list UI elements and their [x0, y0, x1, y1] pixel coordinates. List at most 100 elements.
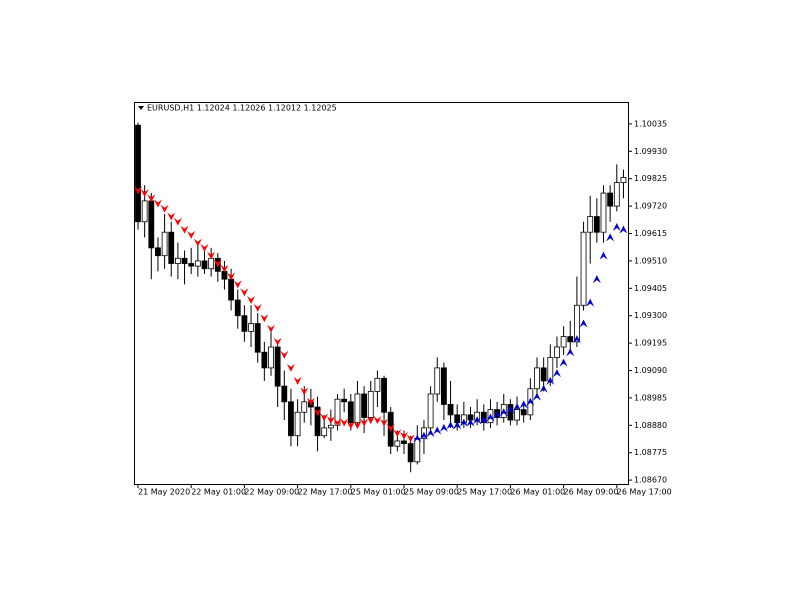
- signal-arrow: [559, 358, 568, 367]
- menu-triangle: [138, 106, 144, 110]
- signal-arrow: [220, 264, 229, 273]
- y-tick-label: 1.08775: [634, 448, 667, 457]
- signal-arrow: [173, 217, 182, 226]
- candle-body: [447, 404, 454, 416]
- candle-body: [414, 437, 421, 463]
- y-tick-label: 1.09825: [634, 174, 667, 183]
- y-tick-label: 1.08985: [634, 393, 667, 402]
- signal-arrow: [134, 186, 142, 195]
- candle-body: [540, 367, 547, 382]
- signal-arrow: [227, 272, 236, 281]
- signal-arrow: [566, 348, 575, 357]
- candle-body: [361, 393, 368, 418]
- signal-arrow: [273, 337, 282, 346]
- candle-body: [620, 177, 627, 184]
- x-tick-label: 25 May 01:00: [351, 488, 406, 497]
- y-tick-label: 1.09195: [634, 339, 667, 348]
- x-tick-label: 25 May 17:00: [457, 488, 512, 497]
- candle-body: [141, 200, 148, 223]
- signal-arrow: [533, 392, 541, 401]
- signal-arrow: [200, 243, 209, 252]
- y-tick-label: 1.10035: [634, 119, 667, 128]
- signal-arrow: [479, 416, 488, 425]
- y-tick-label: 1.09510: [634, 256, 667, 265]
- candle-body: [228, 278, 235, 301]
- signal-arrow: [459, 418, 468, 427]
- x-tick-label: 21 May 2020: [138, 488, 190, 497]
- candle-body: [148, 200, 155, 249]
- candle-body: [514, 409, 520, 421]
- candle-body: [194, 260, 201, 267]
- signal-arrow: [233, 280, 242, 289]
- x-tick-label: 22 May 17:00: [298, 488, 353, 497]
- signal-arrow: [506, 405, 515, 414]
- signal-arrow: [346, 421, 355, 430]
- candle-body: [367, 390, 374, 418]
- signal-arrow: [592, 275, 601, 284]
- signal-arrow: [493, 410, 502, 419]
- signal-arrow: [373, 416, 382, 425]
- candle-body: [241, 315, 248, 332]
- signal-arrow: [386, 423, 395, 432]
- candle-body: [520, 409, 527, 416]
- signal-arrow: [207, 251, 216, 260]
- candle-body: [281, 385, 288, 403]
- x-tick-label: 26 May 01:00: [510, 488, 565, 497]
- y-tick-label: 1.09720: [634, 202, 667, 211]
- signal-arrow: [180, 225, 189, 234]
- candle-body: [301, 401, 308, 413]
- candle-body: [354, 393, 361, 424]
- candle-body: [261, 351, 268, 369]
- signal-arrow: [293, 376, 302, 385]
- signal-arrow: [240, 288, 249, 297]
- signal-arrow: [513, 403, 522, 412]
- x-tick-label: 25 May 09:00: [404, 488, 459, 497]
- candle-body: [607, 192, 614, 207]
- signal-arrow: [360, 418, 369, 427]
- candle-body: [294, 411, 301, 437]
- signal-arrow: [400, 431, 408, 440]
- candle-body: [168, 231, 175, 264]
- signal-arrow: [300, 387, 309, 396]
- signal-arrow: [486, 413, 495, 422]
- signal-arrow: [579, 319, 588, 328]
- candle-body: [560, 336, 567, 348]
- signal-arrow: [606, 233, 615, 242]
- candle-body: [135, 124, 141, 223]
- chart-title: EURUSD,H1 1.12024 1.12026 1.12012 1.1202…: [147, 104, 337, 113]
- signal-arrow: [247, 296, 256, 305]
- x-tick-label: 26 May 09:00: [564, 488, 619, 497]
- signal-arrow: [340, 418, 349, 427]
- candle-body: [580, 231, 587, 306]
- candle-body: [427, 393, 434, 429]
- signal-arrow: [393, 429, 402, 438]
- y-tick-label: 1.09090: [634, 366, 667, 375]
- candle-body: [201, 260, 208, 270]
- candle-body: [407, 443, 414, 463]
- signal-arrow: [253, 303, 262, 312]
- signal-arrow: [306, 397, 315, 406]
- candle-body: [401, 440, 407, 444]
- candle-body: [374, 377, 381, 392]
- candle-body: [347, 401, 354, 424]
- signal-arrow: [260, 314, 269, 323]
- y-tick-label: 1.09615: [634, 229, 667, 238]
- signal-arrow: [366, 416, 375, 425]
- candle-body: [613, 182, 620, 207]
- candle-body: [574, 304, 580, 343]
- candle-body: [208, 257, 215, 270]
- signal-arrow: [546, 376, 555, 385]
- y-tick-label: 1.08670: [634, 476, 667, 485]
- y-tick-label: 1.08880: [634, 421, 667, 430]
- signal-arrow: [446, 421, 455, 430]
- candle-body: [288, 401, 294, 437]
- signal-arrow: [612, 222, 621, 231]
- signal-arrow: [267, 324, 275, 333]
- signal-arrow: [380, 418, 389, 427]
- signal-arrow: [280, 350, 289, 359]
- signal-arrow: [193, 238, 202, 247]
- signal-arrow: [320, 413, 329, 422]
- signal-arrow: [433, 426, 442, 435]
- candle-body: [321, 427, 328, 437]
